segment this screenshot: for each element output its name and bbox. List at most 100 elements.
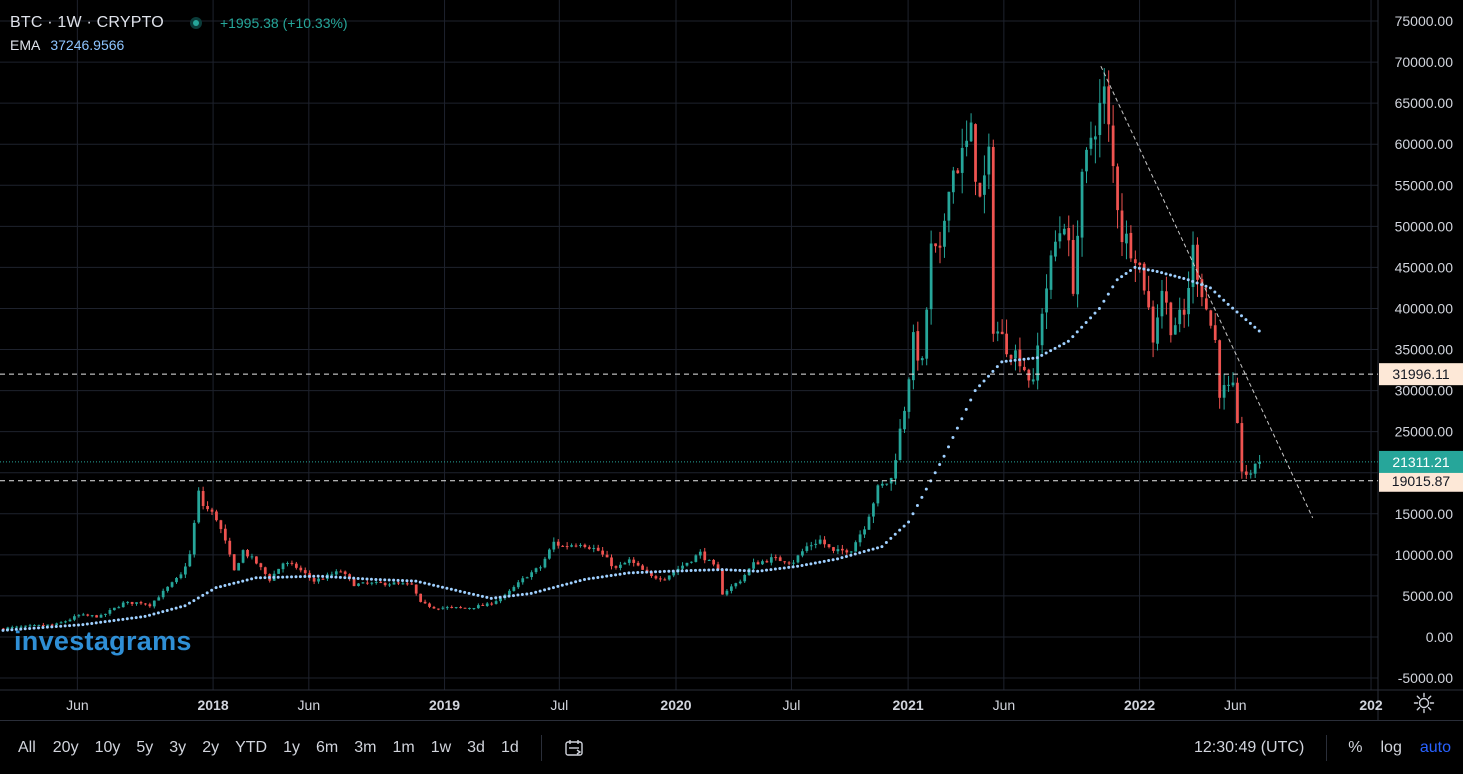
symbol-label[interactable]: BTC · 1W · CRYPTO: [10, 14, 164, 31]
candle: [1125, 220, 1128, 260]
ema-point: [432, 583, 436, 587]
ema-point: [329, 575, 333, 579]
ema-point: [1049, 349, 1053, 353]
timeframe-20y[interactable]: 20y: [52, 738, 79, 756]
ema-point: [1026, 357, 1030, 361]
ema-point: [81, 623, 85, 627]
candle: [281, 562, 285, 573]
ema-point: [964, 407, 968, 411]
candle: [574, 543, 578, 548]
candle: [1196, 237, 1199, 297]
ema-line: [1, 265, 1261, 632]
svg-text:21311.21: 21311.21: [1392, 454, 1450, 470]
candle: [206, 501, 209, 512]
timeframe-ytd[interactable]: YTD: [235, 738, 268, 756]
ema-point: [693, 568, 697, 572]
ema-point: [28, 626, 32, 630]
candle: [1045, 274, 1048, 330]
timeframe-3m[interactable]: 3m: [354, 738, 377, 756]
candle: [81, 612, 85, 616]
last-price-label: 21311.21: [1379, 450, 1463, 473]
date-range-icon[interactable]: [564, 738, 586, 758]
ema-point: [1106, 292, 1110, 296]
chart-grid: [0, 0, 1378, 690]
candle: [175, 576, 178, 584]
timeframe-1m[interactable]: 1m: [392, 738, 415, 756]
candle: [516, 580, 520, 589]
candle: [636, 560, 640, 567]
timeframe-1d[interactable]: 1d: [500, 738, 519, 756]
price-tick-label: 75000.00: [1395, 13, 1454, 29]
ema-point: [1035, 356, 1039, 360]
ema-point: [241, 579, 245, 583]
candle: [215, 509, 218, 522]
ema-point: [982, 379, 986, 383]
time-axis[interactable]: Jun 2018 Jun 2019 Jul 2020 Jul 2021 Jun 2022 Jun 20…: [66, 697, 1383, 713]
candle: [414, 584, 418, 596]
candle: [343, 570, 347, 577]
candle: [1227, 375, 1230, 392]
utc-clock[interactable]: 12:30:49 (UTC): [1194, 738, 1305, 756]
time-tick-label: Jun: [1224, 697, 1247, 713]
ema-point: [787, 565, 791, 569]
timeframe-10y[interactable]: 10y: [94, 738, 121, 756]
ema-point: [290, 575, 294, 579]
candle: [690, 561, 693, 564]
ema-point: [618, 572, 622, 576]
candle: [654, 574, 658, 580]
ema-point: [862, 550, 866, 554]
candle: [1031, 368, 1035, 385]
price-tick-label: 25000.00: [1395, 424, 1454, 440]
candle: [1080, 168, 1084, 257]
ema-point: [369, 577, 373, 581]
candle: [565, 542, 569, 550]
ema-point: [1080, 325, 1084, 329]
ema-point: [1133, 265, 1137, 269]
level-price-label: 19015.87: [1379, 469, 1463, 492]
timeframe-3d[interactable]: 3d: [467, 738, 485, 756]
auto-scale-toggle[interactable]: auto: [1419, 738, 1451, 756]
candle: [459, 605, 462, 609]
price-chart[interactable]: 75000.00 70000.00 65000.00 60000.00 55000.00…: [0, 0, 1463, 720]
timeframe-1y[interactable]: 1y: [283, 738, 300, 756]
time-tick-label: 202: [1359, 697, 1383, 713]
candle: [943, 213, 946, 258]
ema-indicator-label[interactable]: EMA: [10, 37, 41, 53]
gear-icon[interactable]: [1413, 692, 1435, 714]
log-scale-toggle[interactable]: log: [1380, 738, 1402, 756]
timeframe-3y[interactable]: 3y: [169, 738, 187, 756]
ema-point: [498, 595, 502, 599]
timeframe-5y[interactable]: 5y: [136, 738, 154, 756]
candle: [99, 613, 103, 618]
ema-point: [1044, 351, 1048, 355]
trendline[interactable]: [1100, 65, 1314, 519]
price-axis[interactable]: 75000.00 70000.00 65000.00 60000.00 55000.00…: [1395, 13, 1454, 686]
candle: [1067, 215, 1071, 257]
ema-point: [1084, 321, 1088, 325]
ema-point: [600, 575, 604, 579]
time-tick-label: Jun: [993, 697, 1016, 713]
ema-point: [1164, 272, 1168, 276]
candle: [1094, 125, 1097, 164]
candle: [721, 568, 724, 595]
ema-point: [108, 619, 112, 623]
ema-point: [893, 532, 897, 536]
candle: [170, 581, 174, 588]
ema-point: [1195, 281, 1199, 285]
ema-point: [1177, 275, 1181, 279]
timeframe-1w[interactable]: 1w: [430, 738, 452, 756]
candle: [889, 477, 893, 491]
ema-point: [321, 574, 325, 578]
timeframe-6m[interactable]: 6m: [316, 738, 339, 756]
candle: [703, 547, 707, 564]
ema-point: [756, 569, 760, 573]
ema-point: [338, 575, 342, 579]
ema-point: [920, 495, 924, 499]
percent-scale-toggle[interactable]: %: [1348, 738, 1363, 756]
candle: [472, 607, 476, 610]
timeframe-2y[interactable]: 2y: [202, 738, 220, 756]
chart-canvas[interactable]: 75000.00 70000.00 65000.00 60000.00 55000.00…: [0, 0, 1463, 720]
timeframe-all[interactable]: All: [18, 738, 36, 756]
price-tick-label: 65000.00: [1395, 95, 1454, 111]
ema-point: [347, 576, 351, 580]
